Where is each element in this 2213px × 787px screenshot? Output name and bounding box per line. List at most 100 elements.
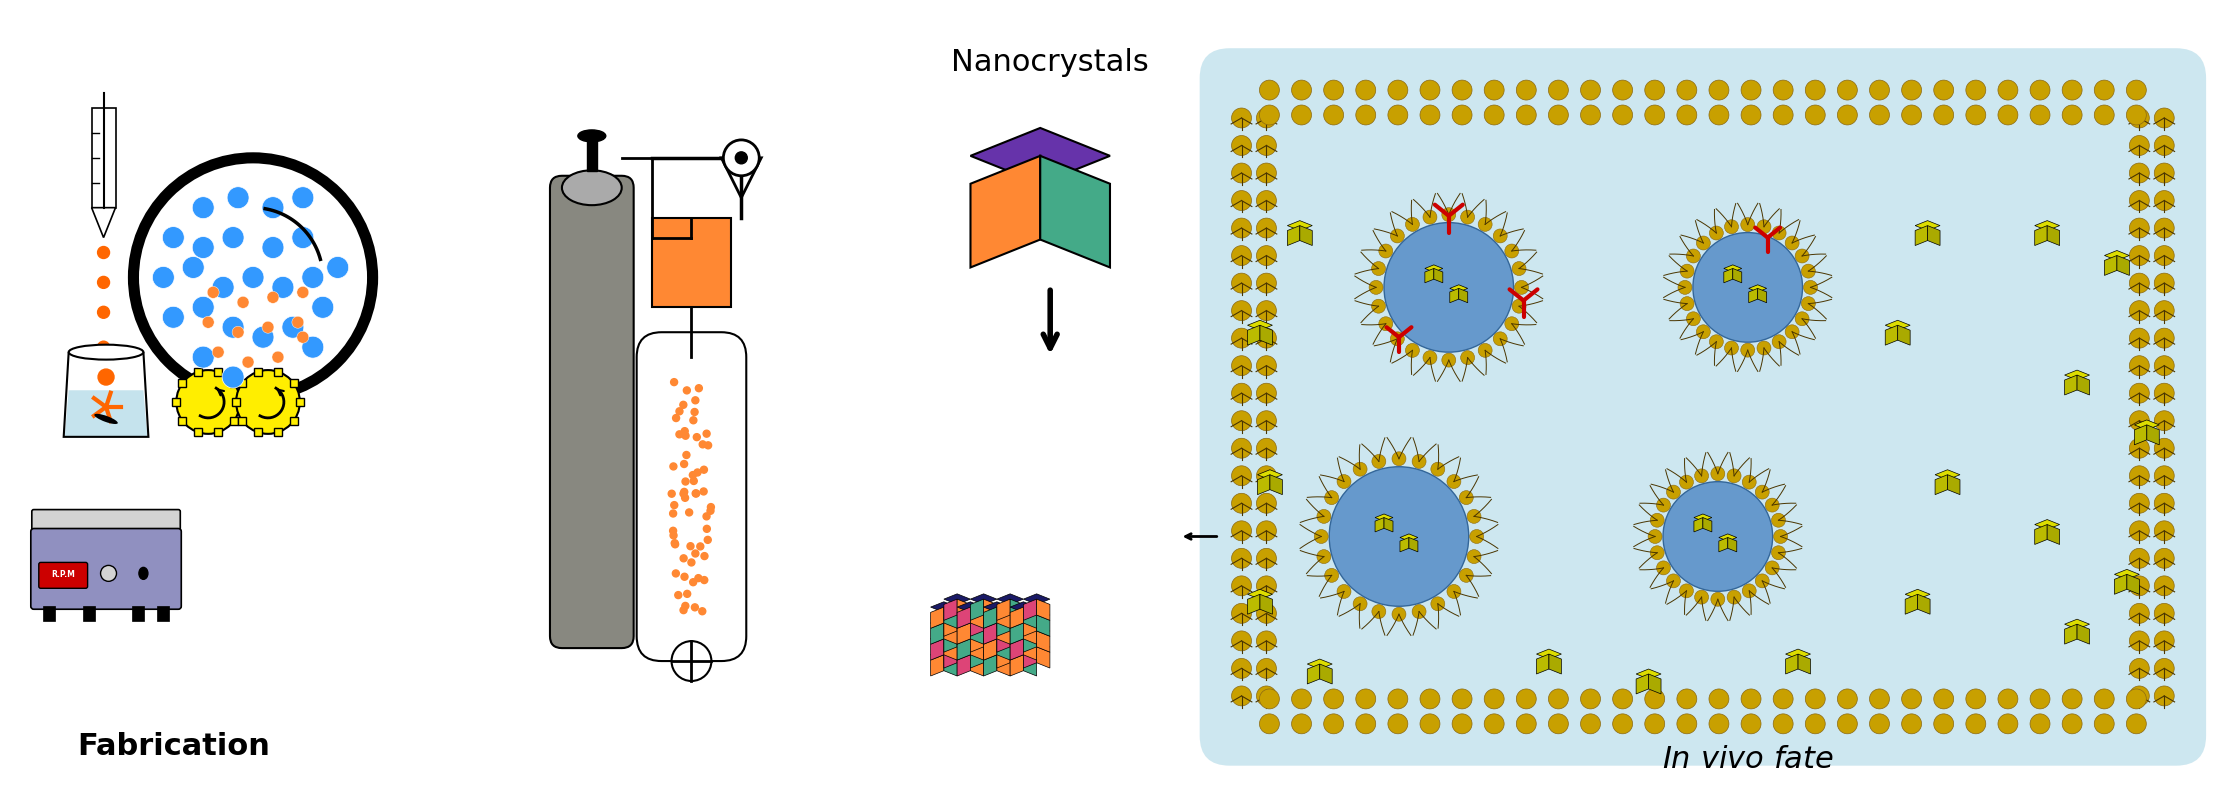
Polygon shape	[996, 607, 1009, 628]
Circle shape	[679, 401, 686, 408]
Polygon shape	[969, 655, 983, 676]
Polygon shape	[972, 156, 1040, 268]
Circle shape	[1773, 530, 1788, 544]
Circle shape	[1549, 689, 1569, 709]
Circle shape	[2153, 246, 2173, 265]
Circle shape	[1233, 190, 1253, 210]
Polygon shape	[1934, 470, 1961, 480]
Circle shape	[724, 140, 759, 176]
Circle shape	[1644, 80, 1664, 100]
Circle shape	[1742, 475, 1757, 489]
Circle shape	[1233, 493, 1253, 513]
Circle shape	[2129, 301, 2149, 320]
Circle shape	[1801, 297, 1815, 311]
Circle shape	[1786, 236, 1799, 250]
Polygon shape	[996, 641, 1022, 652]
Circle shape	[1837, 105, 1857, 125]
Circle shape	[1233, 301, 1253, 320]
Circle shape	[704, 442, 713, 449]
Circle shape	[1257, 135, 1277, 156]
Circle shape	[1870, 714, 1890, 733]
Circle shape	[2153, 328, 2173, 348]
Polygon shape	[969, 607, 983, 628]
Polygon shape	[958, 618, 983, 628]
Circle shape	[2129, 659, 2149, 678]
Circle shape	[1806, 105, 1826, 125]
Polygon shape	[1009, 607, 1022, 628]
Polygon shape	[1905, 594, 1919, 614]
Circle shape	[690, 604, 699, 611]
Circle shape	[702, 577, 708, 583]
Polygon shape	[958, 615, 969, 636]
Circle shape	[706, 508, 715, 514]
Circle shape	[221, 316, 243, 338]
Polygon shape	[969, 647, 983, 668]
Bar	[290, 417, 299, 425]
Circle shape	[1516, 714, 1536, 733]
Circle shape	[1666, 574, 1680, 588]
Polygon shape	[1009, 599, 1022, 620]
Circle shape	[232, 327, 243, 338]
Polygon shape	[969, 626, 996, 636]
Circle shape	[193, 237, 215, 258]
Circle shape	[162, 306, 184, 328]
Ellipse shape	[139, 567, 148, 579]
Circle shape	[297, 331, 310, 343]
Circle shape	[2129, 190, 2149, 210]
Polygon shape	[2118, 256, 2129, 275]
Polygon shape	[1022, 615, 1036, 636]
Circle shape	[2153, 493, 2173, 513]
Circle shape	[212, 346, 224, 358]
Circle shape	[328, 257, 350, 279]
Polygon shape	[969, 610, 996, 620]
Circle shape	[1516, 105, 1536, 125]
Circle shape	[1742, 218, 1755, 231]
Circle shape	[1233, 383, 1253, 403]
Circle shape	[1432, 462, 1445, 476]
Circle shape	[1697, 236, 1711, 250]
Polygon shape	[2105, 250, 2129, 260]
Circle shape	[1511, 261, 1527, 275]
Circle shape	[1388, 714, 1407, 733]
Circle shape	[1680, 475, 1693, 489]
Circle shape	[1677, 689, 1697, 709]
Circle shape	[693, 490, 699, 497]
Circle shape	[1742, 343, 1755, 357]
Polygon shape	[2034, 226, 2047, 246]
Circle shape	[1357, 714, 1376, 733]
Polygon shape	[1040, 156, 1111, 268]
Circle shape	[1711, 593, 1724, 606]
Circle shape	[1461, 351, 1474, 364]
Circle shape	[1998, 714, 2018, 733]
Polygon shape	[1885, 320, 1910, 331]
Circle shape	[1372, 604, 1385, 619]
Circle shape	[2029, 714, 2049, 733]
Circle shape	[2127, 689, 2147, 709]
Circle shape	[1257, 328, 1277, 348]
Circle shape	[1613, 105, 1633, 125]
Circle shape	[2093, 714, 2113, 733]
Circle shape	[1233, 411, 1253, 430]
Circle shape	[1379, 317, 1392, 331]
Polygon shape	[945, 655, 958, 676]
Circle shape	[671, 510, 677, 517]
Circle shape	[1233, 438, 1253, 458]
Circle shape	[1580, 80, 1600, 100]
Ellipse shape	[562, 170, 622, 205]
Circle shape	[1423, 351, 1436, 364]
Polygon shape	[983, 639, 996, 660]
Circle shape	[97, 276, 108, 288]
Bar	[179, 379, 186, 387]
Circle shape	[682, 478, 688, 485]
Circle shape	[1257, 438, 1277, 458]
Circle shape	[704, 537, 710, 543]
Circle shape	[1405, 217, 1419, 231]
Polygon shape	[1022, 631, 1036, 652]
Polygon shape	[983, 655, 996, 676]
Polygon shape	[1009, 655, 1022, 676]
Circle shape	[1443, 353, 1456, 367]
Circle shape	[2129, 686, 2149, 706]
Circle shape	[690, 578, 697, 586]
Ellipse shape	[578, 130, 606, 142]
Circle shape	[1257, 411, 1277, 430]
